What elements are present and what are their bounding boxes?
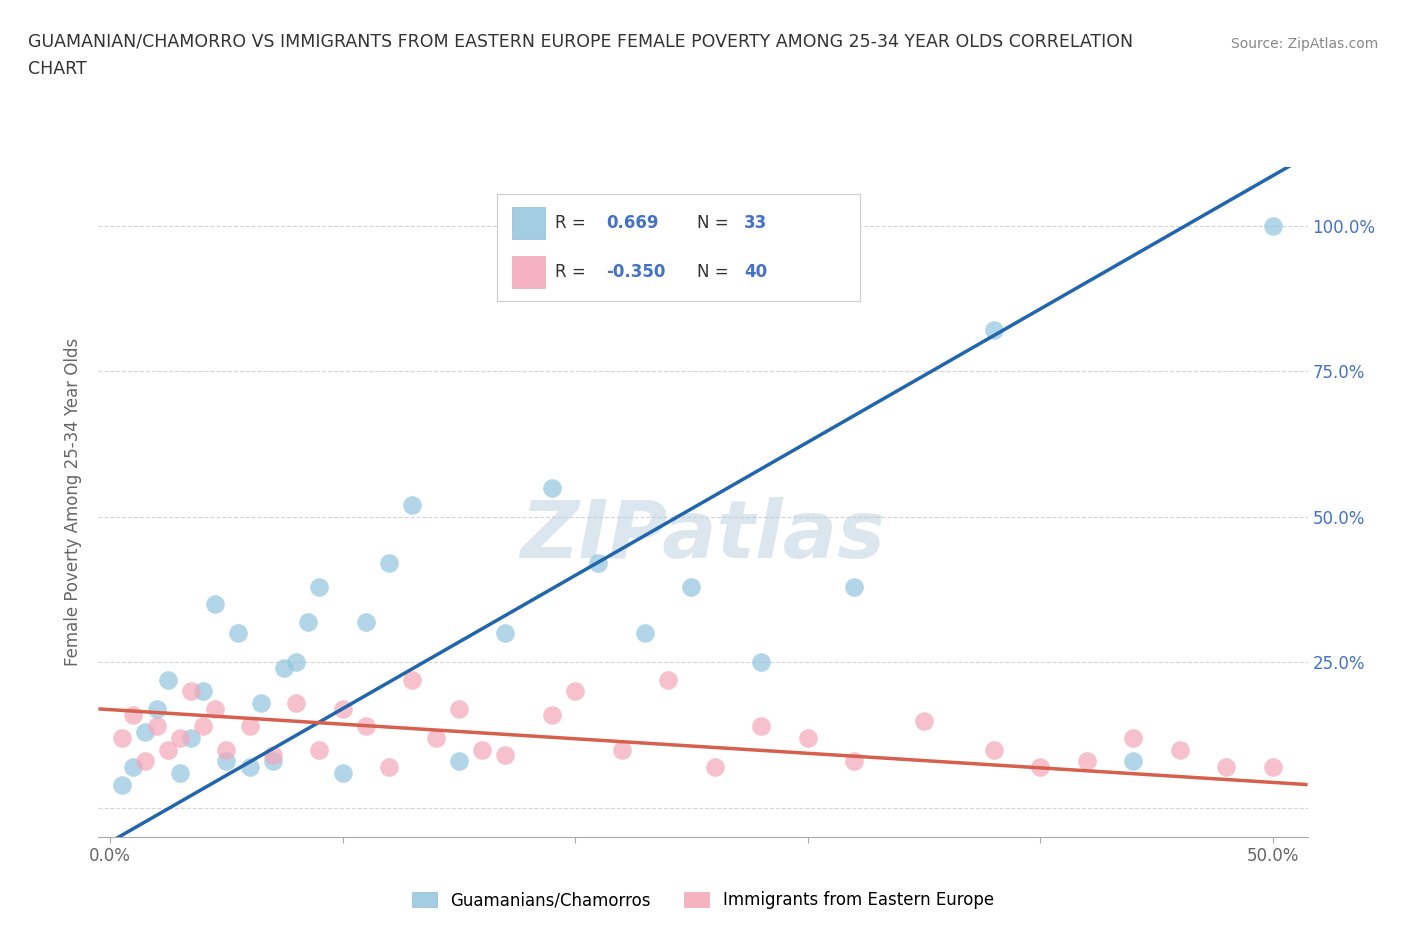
Legend: Guamanians/Chamorros, Immigrants from Eastern Europe: Guamanians/Chamorros, Immigrants from Ea… — [405, 884, 1001, 916]
Point — [169, 731, 191, 746]
Point — [111, 777, 134, 792]
Point — [1076, 754, 1098, 769]
Point — [297, 614, 319, 629]
Point — [447, 701, 470, 716]
Point — [494, 748, 516, 763]
Point — [332, 765, 354, 780]
Point — [1215, 760, 1237, 775]
Point — [1168, 742, 1191, 757]
Text: CHART: CHART — [28, 60, 87, 78]
Point — [308, 742, 330, 757]
Point — [657, 672, 679, 687]
Point — [157, 742, 180, 757]
Text: Source: ZipAtlas.com: Source: ZipAtlas.com — [1230, 37, 1378, 51]
Point — [180, 731, 202, 746]
Point — [401, 672, 423, 687]
Point — [844, 754, 866, 769]
Point — [191, 684, 214, 698]
Point — [111, 731, 134, 746]
Point — [447, 754, 470, 769]
Text: GUAMANIAN/CHAMORRO VS IMMIGRANTS FROM EASTERN EUROPE FEMALE POVERTY AMONG 25-34 : GUAMANIAN/CHAMORRO VS IMMIGRANTS FROM EA… — [28, 33, 1133, 50]
Point — [749, 719, 772, 734]
Point — [134, 724, 156, 739]
Point — [134, 754, 156, 769]
Point — [285, 696, 308, 711]
Point — [1308, 748, 1330, 763]
Point — [262, 754, 284, 769]
Point — [494, 626, 516, 641]
Point — [273, 660, 295, 675]
Point — [354, 614, 377, 629]
Point — [157, 672, 180, 687]
Point — [226, 626, 249, 641]
Point — [145, 719, 167, 734]
Point — [703, 760, 725, 775]
Point — [796, 731, 818, 746]
Point — [191, 719, 214, 734]
Text: ZIPatlas: ZIPatlas — [520, 497, 886, 575]
Point — [844, 579, 866, 594]
Point — [354, 719, 377, 734]
Point — [1122, 731, 1144, 746]
Point — [215, 754, 238, 769]
Point — [180, 684, 202, 698]
Point — [378, 760, 401, 775]
Point — [564, 684, 586, 698]
Point — [540, 480, 562, 495]
Point — [250, 696, 273, 711]
Point — [122, 708, 145, 723]
Point — [983, 323, 1005, 338]
Point — [1122, 754, 1144, 769]
Point — [239, 760, 262, 775]
Point — [285, 655, 308, 670]
Point — [610, 742, 633, 757]
Point — [1261, 219, 1284, 233]
Point — [983, 742, 1005, 757]
Point — [215, 742, 238, 757]
Point — [1354, 765, 1376, 780]
Point — [1261, 760, 1284, 775]
Point — [169, 765, 191, 780]
Point — [239, 719, 262, 734]
Point — [145, 701, 167, 716]
Point — [204, 701, 226, 716]
Point — [401, 498, 423, 512]
Point — [122, 760, 145, 775]
Point — [378, 556, 401, 571]
Point — [588, 556, 610, 571]
Point — [634, 626, 657, 641]
Point — [262, 748, 284, 763]
Point — [471, 742, 494, 757]
Point — [425, 731, 447, 746]
Point — [1029, 760, 1052, 775]
Point — [681, 579, 703, 594]
Y-axis label: Female Poverty Among 25-34 Year Olds: Female Poverty Among 25-34 Year Olds — [65, 339, 83, 666]
Point — [204, 597, 226, 612]
Point — [912, 713, 935, 728]
Point — [308, 579, 330, 594]
Point — [540, 708, 562, 723]
Point — [332, 701, 354, 716]
Point — [749, 655, 772, 670]
